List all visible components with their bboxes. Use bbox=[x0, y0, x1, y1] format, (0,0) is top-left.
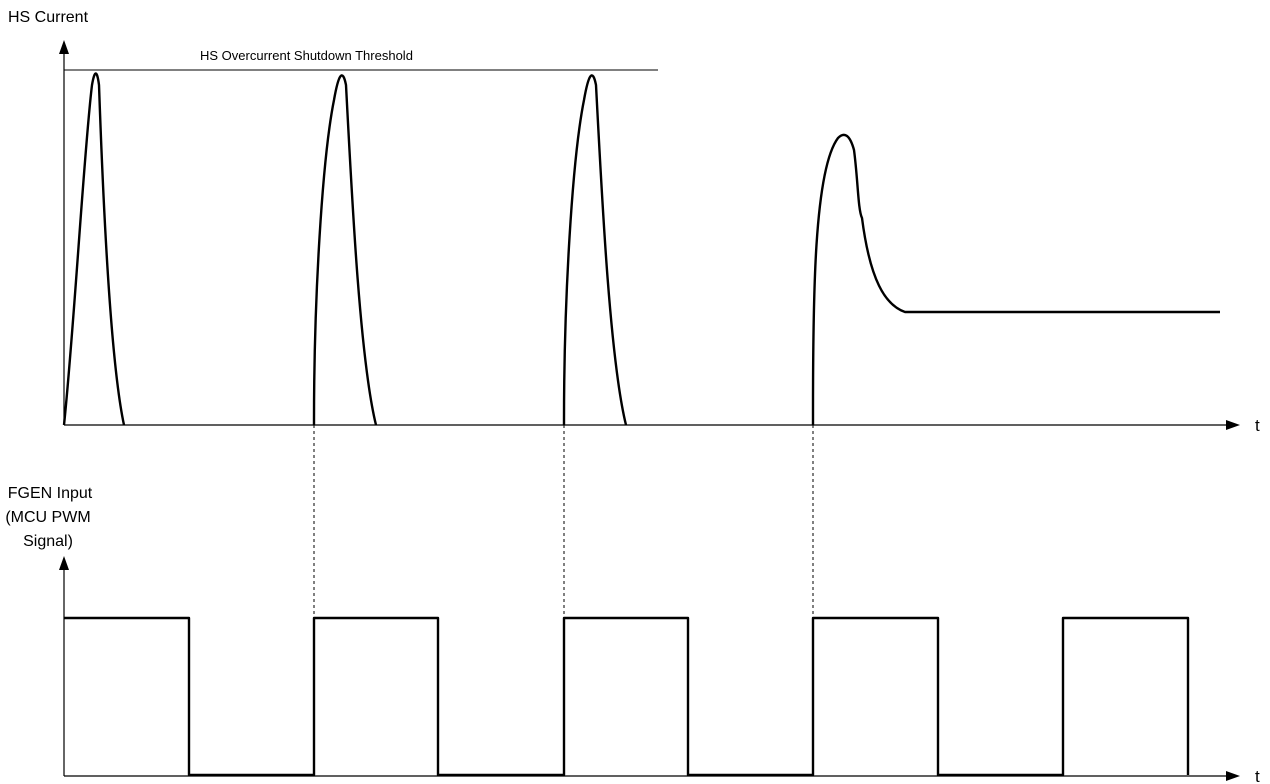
fgen-y-label-line3: Signal) bbox=[23, 533, 73, 550]
fgen-y-label-line2: (MCU PWM bbox=[5, 509, 90, 526]
top-t-label: t bbox=[1255, 416, 1260, 435]
current-pulse-3 bbox=[562, 74, 628, 426]
top-y-axis-arrow bbox=[59, 40, 69, 54]
top-x-axis-arrow bbox=[1226, 420, 1240, 430]
overcurrent-threshold-label: HS Overcurrent Shutdown Threshold bbox=[200, 48, 413, 63]
bottom-y-axis-arrow bbox=[59, 556, 69, 570]
current-pulse-2 bbox=[312, 74, 378, 426]
pwm-square-wave bbox=[64, 616, 1190, 777]
hs-current-y-label: HS Current bbox=[8, 9, 89, 26]
current-pulse-4-settling bbox=[811, 133, 1220, 425]
current-pulse-1 bbox=[62, 72, 126, 426]
bottom-x-axis-arrow bbox=[1226, 771, 1240, 781]
bottom-t-label: t bbox=[1255, 767, 1260, 784]
fgen-y-label-line1: FGEN Input bbox=[8, 485, 93, 502]
